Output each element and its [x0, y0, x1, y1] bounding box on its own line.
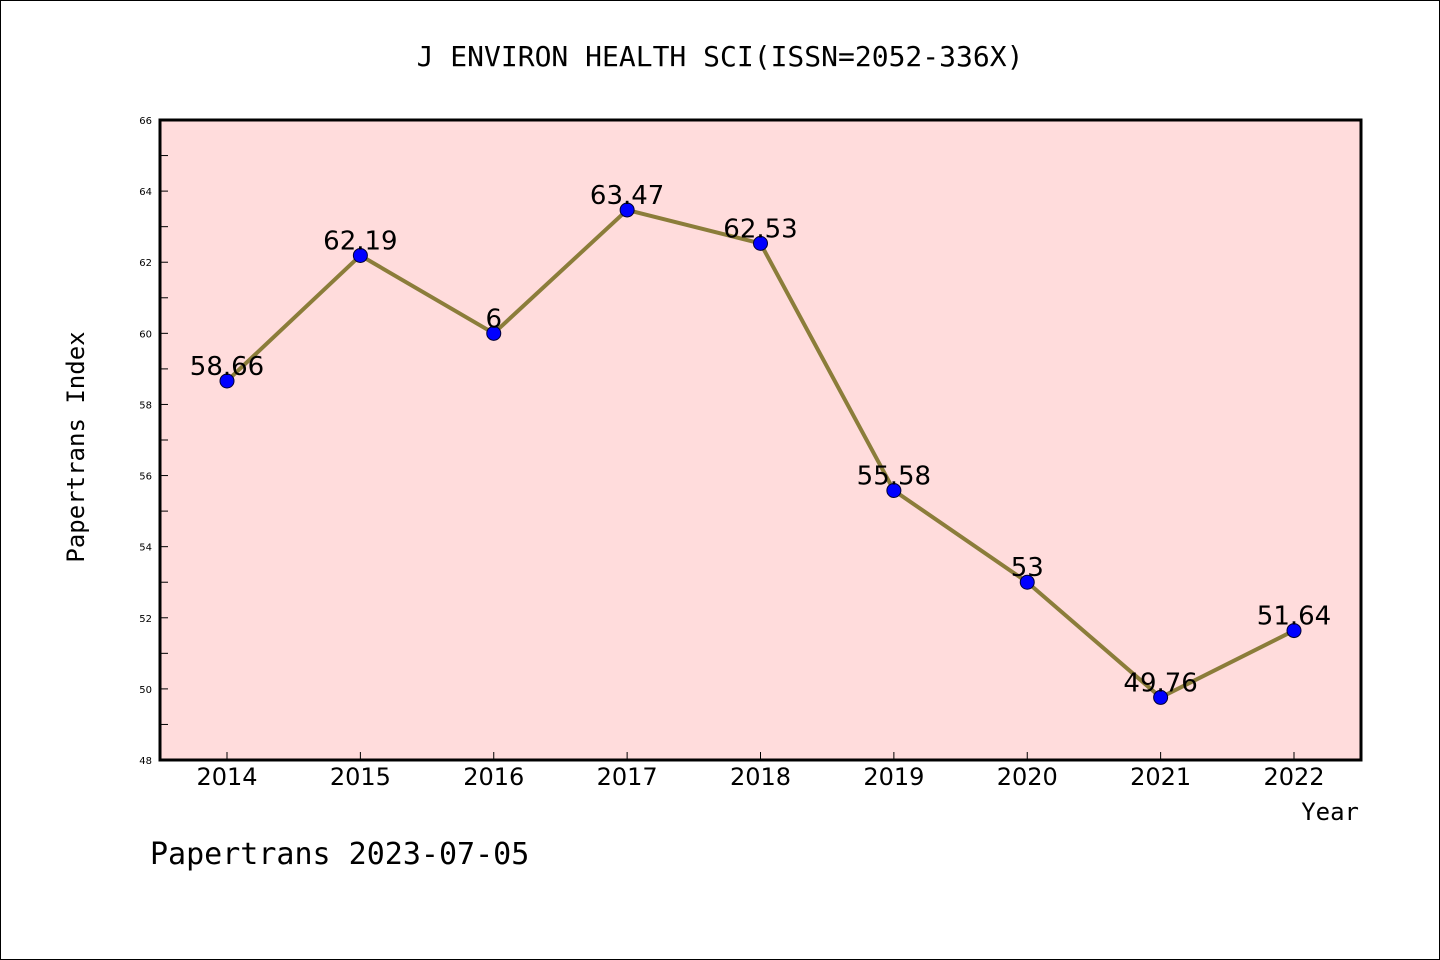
y-tick-label: 64: [139, 187, 152, 198]
x-tick-label: 2018: [730, 763, 791, 791]
chart-title: J ENVIRON HEALTH SCI(ISSN=2052-336X): [417, 40, 1024, 73]
data-label: 53: [1011, 553, 1044, 583]
x-tick-label: 2019: [863, 763, 924, 791]
x-axis-label: Year: [1301, 798, 1359, 826]
x-axis: 2014 2015 2016 2017 2018 2019 2020 2021 2022: [196, 752, 1325, 791]
data-point: [1019, 574, 1035, 590]
data-point: [1153, 689, 1169, 705]
footer-text: Papertrans 2023-07-05: [150, 837, 529, 872]
data-point: [753, 235, 768, 251]
data-label: 62.53: [723, 214, 797, 244]
x-tick-label: 2020: [997, 763, 1058, 791]
x-tick-label: 2022: [1263, 763, 1324, 791]
data-markers: [219, 202, 1302, 705]
y-tick-label: 56: [139, 472, 152, 483]
data-label: 51.64: [1257, 602, 1331, 632]
y-axis: 48 50 52 54 56 58 60 62 64 66: [139, 116, 168, 767]
data-point: [1286, 623, 1302, 639]
data-labels: 58.66 62.19 6 63.47 62.53 55.58 53 49.76 51.64: [190, 181, 1331, 698]
data-point: [886, 482, 902, 498]
y-tick-label: 50: [139, 685, 152, 696]
data-point: [619, 202, 635, 218]
y-tick-label: 48: [139, 756, 152, 767]
x-tick-label: 2015: [330, 763, 391, 791]
data-label: 63.47: [590, 181, 664, 211]
data-point: [486, 325, 502, 341]
data-label: 58.66: [190, 352, 264, 382]
y-tick-label: 52: [139, 614, 152, 625]
y-tick-label: 66: [139, 116, 152, 127]
x-tick-label: 2017: [597, 763, 658, 791]
data-point: [352, 247, 368, 263]
data-label: 6: [485, 304, 502, 334]
y-tick-label: 60: [139, 329, 152, 340]
x-tick-label: 2016: [463, 763, 524, 791]
y-tick-label: 58: [139, 400, 152, 411]
y-axis-label: Papertrans Index: [62, 331, 90, 562]
y-tick-label: 54: [139, 543, 152, 554]
y-tick-label: 62: [139, 258, 152, 269]
data-label: 62.19: [323, 226, 397, 256]
x-tick-label: 2021: [1130, 763, 1191, 791]
data-label: 49.76: [1123, 668, 1197, 698]
x-tick-label: 2014: [196, 763, 257, 791]
plot-area: [158, 118, 1363, 762]
data-point: [219, 373, 235, 389]
data-label: 55.58: [857, 461, 931, 491]
